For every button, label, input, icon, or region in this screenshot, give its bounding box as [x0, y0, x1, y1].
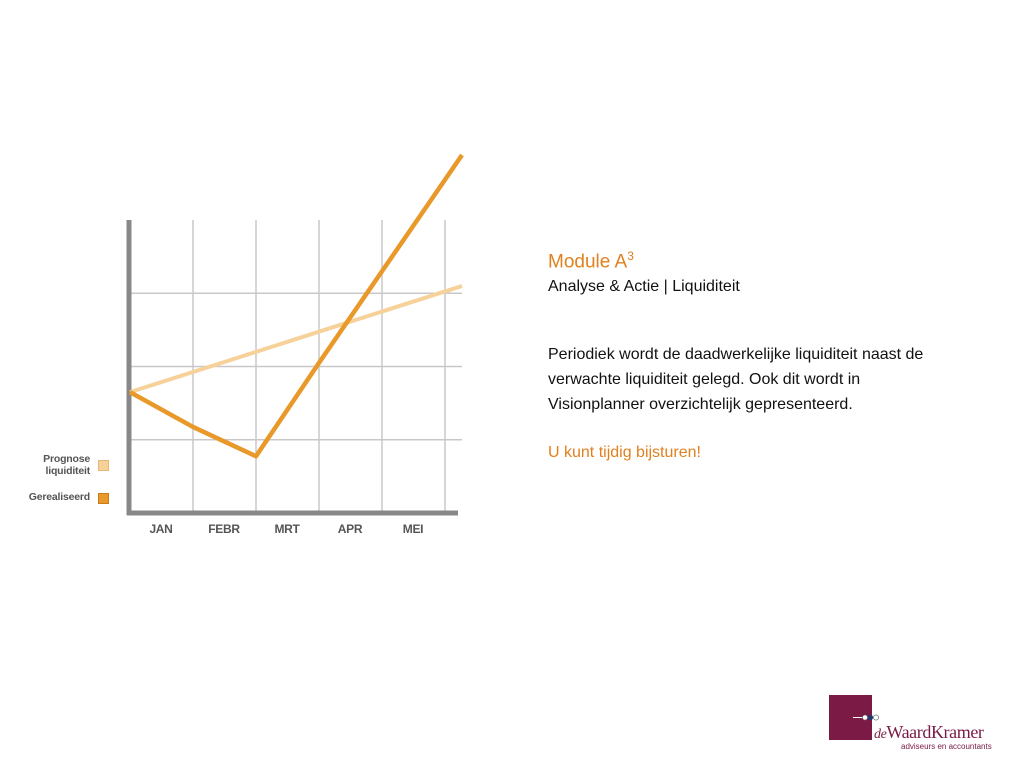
dewaardkramer-logo: deWaardKramer adviseurs en accountants — [829, 695, 1019, 755]
module-superscript: 3 — [627, 249, 634, 263]
call-to-action: U kunt tijdig bijsturen! — [548, 444, 701, 462]
x-tick-label: MEI — [402, 522, 424, 536]
module-title: Module A3 — [548, 249, 634, 273]
logo-wordmark: deWaardKramer — [874, 722, 984, 742]
x-tick-label: FEBR — [208, 522, 240, 536]
legend-swatch — [98, 493, 109, 504]
series-line-gerealiseerd — [128, 153, 464, 459]
module-text-block: Module A3 Analyse & Actie | Liquiditeit … — [548, 244, 948, 464]
description-paragraph: Periodiek wordt de daadwerkelijke liquid… — [548, 346, 924, 414]
legend-label: Gerealiseerd — [28, 491, 90, 503]
logo-dots-icon — [853, 714, 879, 721]
series-line-prognose — [129, 284, 463, 395]
logo-tagline: adviseurs en accountants — [901, 742, 992, 751]
x-tick-label: JAN — [149, 522, 173, 536]
x-tick-label: APR — [337, 522, 363, 536]
x-tick-label: MRT — [274, 522, 300, 536]
legend-swatch — [98, 460, 109, 471]
module-subtitle: Analyse & Actie | Liquiditeit — [548, 278, 740, 296]
legend-label: Prognose liquiditeit — [43, 453, 90, 477]
